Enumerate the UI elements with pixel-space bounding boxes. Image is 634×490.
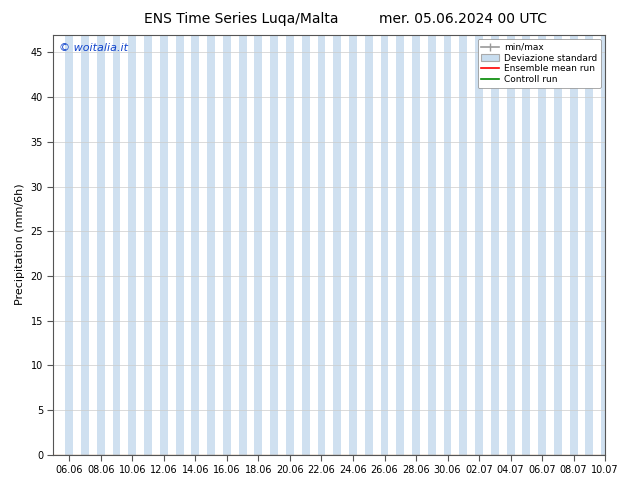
Bar <box>318 35 325 455</box>
Bar <box>333 35 341 455</box>
Bar <box>365 35 373 455</box>
Bar <box>507 35 515 455</box>
Text: mer. 05.06.2024 00 UTC: mer. 05.06.2024 00 UTC <box>379 12 547 26</box>
Bar <box>160 35 168 455</box>
Bar <box>128 35 136 455</box>
Bar <box>65 35 73 455</box>
Bar <box>144 35 152 455</box>
Bar <box>585 35 593 455</box>
Bar <box>97 35 105 455</box>
Bar <box>286 35 294 455</box>
Bar <box>191 35 199 455</box>
Text: ENS Time Series Luqa/Malta: ENS Time Series Luqa/Malta <box>144 12 338 26</box>
Bar <box>601 35 605 455</box>
Bar <box>475 35 483 455</box>
Bar <box>349 35 357 455</box>
Bar <box>113 35 120 455</box>
Legend: min/max, Deviazione standard, Ensemble mean run, Controll run: min/max, Deviazione standard, Ensemble m… <box>477 39 600 88</box>
Bar <box>570 35 578 455</box>
Bar <box>491 35 499 455</box>
Bar <box>81 35 89 455</box>
Bar <box>176 35 183 455</box>
Bar <box>538 35 546 455</box>
Bar <box>254 35 262 455</box>
Y-axis label: Precipitation (mm/6h): Precipitation (mm/6h) <box>15 184 25 305</box>
Bar <box>270 35 278 455</box>
Bar <box>207 35 215 455</box>
Bar <box>428 35 436 455</box>
Bar <box>460 35 467 455</box>
Bar <box>238 35 247 455</box>
Text: © woitalia.it: © woitalia.it <box>59 43 128 53</box>
Bar <box>444 35 451 455</box>
Bar <box>554 35 562 455</box>
Bar <box>412 35 420 455</box>
Bar <box>396 35 404 455</box>
Bar <box>380 35 389 455</box>
Bar <box>223 35 231 455</box>
Bar <box>302 35 309 455</box>
Bar <box>522 35 530 455</box>
